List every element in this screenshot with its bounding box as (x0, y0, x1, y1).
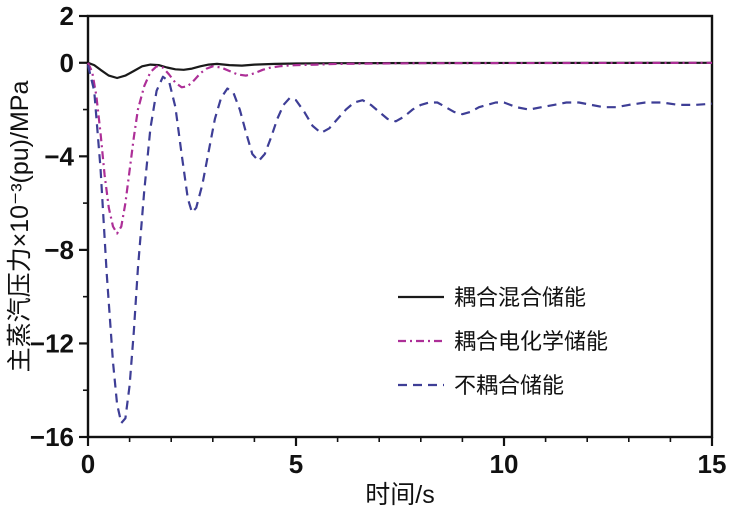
y-tick-label: −8 (44, 235, 74, 265)
x-tick-label: 10 (490, 449, 519, 479)
x-tick-label: 15 (698, 449, 727, 479)
y-tick-label: 0 (60, 48, 74, 78)
y-tick-label: −4 (44, 141, 74, 171)
series-coupled-hybrid-storage (87, 61, 713, 80)
y-tick-label: −12 (30, 328, 74, 358)
y-tick-label: 2 (60, 1, 74, 31)
series-coupled-electrochemical-storage (86, 61, 713, 235)
x-axis: 0 5 10 15 (81, 437, 727, 479)
legend-label-uncoupled-storage: 不耦合储能 (454, 373, 564, 398)
series-uncoupled-storage (86, 64, 713, 425)
x-tick-label: 5 (289, 449, 303, 479)
x-axis-label: 时间/s (365, 481, 434, 509)
legend-label-coupled-hybrid-storage: 耦合混合储能 (454, 285, 586, 310)
y-tick-label: −16 (30, 422, 74, 452)
axes (86, 14, 714, 439)
y-axis: 2 0 −4 −8 −12 −16 (30, 1, 88, 452)
y-axis-label: 主蒸汽压力×10⁻³(pu)/MPa (6, 81, 34, 373)
legend-label-coupled-electrochemical-storage: 耦合电化学储能 (454, 329, 608, 354)
x-tick-label: 0 (81, 449, 95, 479)
